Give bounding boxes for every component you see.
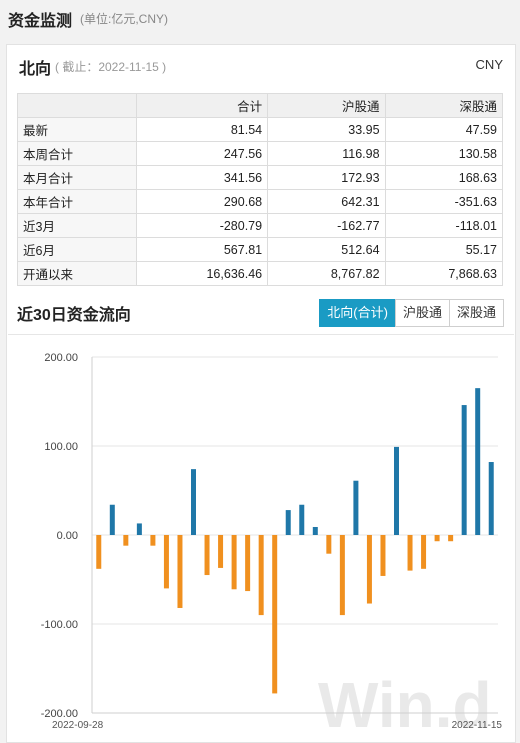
table-row: 近3月 -280.79 -162.77 -118.01 — [17, 213, 504, 238]
bar — [285, 510, 291, 535]
flow-chart-area: Win.d 200.00 100.00 0.00 -100.00 -200.00 2022-… — [8, 334, 514, 742]
bar — [150, 535, 156, 546]
column-header-total: 合计 — [135, 93, 269, 118]
bar — [272, 535, 278, 694]
flow-section-title: 近30日资金流向 — [17, 307, 131, 324]
bar — [421, 535, 427, 569]
bar — [245, 535, 251, 592]
table-cell: 567.81 — [135, 237, 269, 262]
bar — [407, 535, 413, 571]
table-cell: 47.59 — [384, 117, 504, 142]
bar — [204, 535, 210, 576]
table-cell: 172.93 — [267, 165, 386, 190]
bar — [475, 388, 481, 535]
table-cell: -118.01 — [384, 213, 504, 238]
north-panel: 北向 ( 截止：2022-11-15 ) CNY 合计 沪股通 深股通 最新 81… — [6, 44, 516, 743]
x-end-label: 2022-11-15 — [452, 720, 503, 731]
bar — [380, 535, 386, 576]
table-cell: 81.54 — [135, 117, 269, 142]
bar — [136, 523, 142, 535]
row-label: 本月合计 — [17, 165, 137, 190]
table-cell: -280.79 — [135, 213, 269, 238]
y-tick-label: -200.00 — [41, 708, 78, 720]
y-tick-label: 100.00 — [44, 441, 78, 453]
table-cell: 168.63 — [384, 165, 504, 190]
table-cell: 130.58 — [384, 141, 504, 166]
bar — [312, 526, 318, 535]
table-row: 本年合计 290.68 642.31 -351.63 — [17, 189, 504, 214]
column-header-sh: 沪股通 — [267, 93, 386, 118]
unit-note: (单位:亿元,CNY) — [80, 12, 168, 26]
row-label: 最新 — [17, 117, 137, 142]
tab-north-total[interactable]: 北向(合计) — [319, 299, 396, 327]
table-cell: 642.31 — [267, 189, 386, 214]
table-cell: 7,868.63 — [384, 261, 504, 286]
bar — [123, 535, 129, 546]
table-cell: 341.56 — [135, 165, 269, 190]
tab-sh-connect[interactable]: 沪股通 — [394, 299, 450, 327]
flow-bar-chart: Win.d200.00100.000.00-100.00-200.002022-… — [41, 352, 503, 741]
table-row: 本月合计 341.56 172.93 168.63 — [17, 165, 504, 190]
row-label: 近3月 — [17, 213, 137, 238]
bar — [326, 535, 332, 554]
tab-sz-connect[interactable]: 深股通 — [448, 299, 504, 327]
as-of-date: ( 截止：2022-11-15 ) — [55, 60, 167, 74]
y-tick-label: 0.00 — [57, 530, 78, 542]
table-row: 最新 81.54 33.95 47.59 — [17, 117, 504, 142]
table-row: 开通以来 16,636.46 8,767.82 7,868.63 — [17, 261, 504, 286]
y-tick-label: 200.00 — [44, 352, 78, 364]
table-cell: -162.77 — [267, 213, 386, 238]
table-cell: 247.56 — [135, 141, 269, 166]
bar — [96, 535, 102, 569]
bar — [339, 535, 345, 616]
row-label: 近6月 — [17, 237, 137, 262]
north-title: 北向 — [19, 61, 52, 78]
table-row: 本周合计 247.56 116.98 130.58 — [17, 141, 504, 166]
bar — [394, 446, 399, 535]
bar — [434, 535, 440, 542]
bar — [258, 535, 264, 616]
column-header-sz: 深股通 — [384, 93, 504, 118]
bar — [353, 480, 359, 535]
row-label: 本年合计 — [17, 189, 137, 214]
table-cell: 290.68 — [135, 189, 269, 214]
table-cell: 512.64 — [267, 237, 386, 262]
table-cell: -351.63 — [384, 189, 504, 214]
table-row: 近6月 567.81 512.64 55.17 — [17, 237, 504, 262]
bar — [299, 504, 305, 535]
bar — [366, 535, 372, 604]
bar — [177, 535, 183, 608]
north-panel-header: 北向 ( 截止：2022-11-15 ) CNY — [7, 45, 515, 83]
x-start-label: 2022-09-28 — [52, 720, 104, 731]
table-cell: 55.17 — [384, 237, 504, 262]
north-flow-table: 合计 沪股通 深股通 最新 81.54 33.95 47.59 本周合计 247.56 11… — [17, 93, 504, 286]
bar — [231, 535, 237, 590]
table-cell: 116.98 — [267, 141, 386, 166]
y-tick-label: -100.00 — [41, 619, 78, 631]
bar — [488, 462, 494, 535]
bar — [448, 535, 454, 542]
column-header — [17, 93, 137, 118]
bar — [218, 535, 224, 568]
table-header-row: 合计 沪股通 深股通 — [17, 93, 504, 118]
bar — [191, 469, 196, 535]
table-cell: 8,767.82 — [267, 261, 386, 286]
table-cell: 33.95 — [267, 117, 386, 142]
currency-label: CNY — [475, 57, 503, 72]
bar — [163, 535, 169, 589]
watermark: Win.d — [318, 669, 492, 741]
page-title: 资金监测 — [8, 13, 73, 30]
page-header: 资金监测 (单位:亿元,CNY) — [0, 0, 520, 34]
row-label: 开通以来 — [17, 261, 137, 286]
north-flow-table-wrap: 合计 沪股通 深股通 最新 81.54 33.95 47.59 本周合计 247.56 11… — [17, 93, 504, 286]
row-label: 本周合计 — [17, 141, 137, 166]
flow-tabs: 北向(合计) 沪股通 深股通 — [319, 299, 504, 327]
bar — [109, 504, 115, 535]
bar — [461, 405, 467, 535]
table-cell: 16,636.46 — [135, 261, 269, 286]
